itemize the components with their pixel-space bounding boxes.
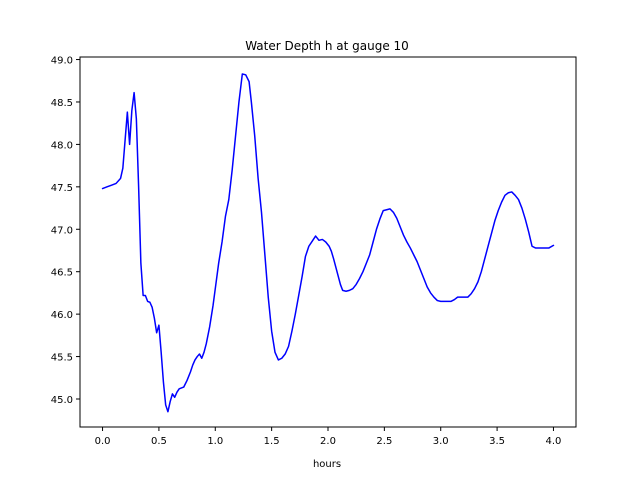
y-tick-label: 49.0 bbox=[51, 56, 73, 67]
x-tick-label: 0.5 bbox=[151, 436, 167, 447]
y-tick-label: 48.5 bbox=[51, 98, 73, 109]
x-tick-label: 1.5 bbox=[264, 436, 280, 447]
x-tick-label: 3.5 bbox=[489, 436, 505, 447]
x-tick-label: 3.0 bbox=[433, 436, 449, 447]
y-tick-label: 47.0 bbox=[51, 225, 73, 236]
chart-title: Water Depth h at gauge 10 bbox=[245, 39, 409, 53]
x-tick-label: 0.0 bbox=[95, 436, 111, 447]
x-tick-label: 1.0 bbox=[207, 436, 223, 447]
y-tick-label: 46.0 bbox=[51, 310, 73, 321]
y-tick-label: 46.5 bbox=[51, 268, 73, 279]
x-tick-label: 2.5 bbox=[376, 436, 392, 447]
y-tick-label: 48.0 bbox=[51, 140, 73, 151]
x-axis-label: hours bbox=[313, 459, 341, 470]
x-tick-label: 2.0 bbox=[320, 436, 336, 447]
series-line-h bbox=[101, 73, 555, 413]
y-tick-label: 45.0 bbox=[51, 395, 73, 406]
y-tick-label: 45.5 bbox=[51, 353, 73, 364]
x-tick-label: 4.0 bbox=[546, 436, 562, 447]
y-tick-label: 47.5 bbox=[51, 183, 73, 194]
plot-area: 0.0 0.5 1.0 1.5 2.0 2.5 3.0 3.5 4.0 45.0 45.5 46.0 4… bbox=[51, 56, 577, 447]
